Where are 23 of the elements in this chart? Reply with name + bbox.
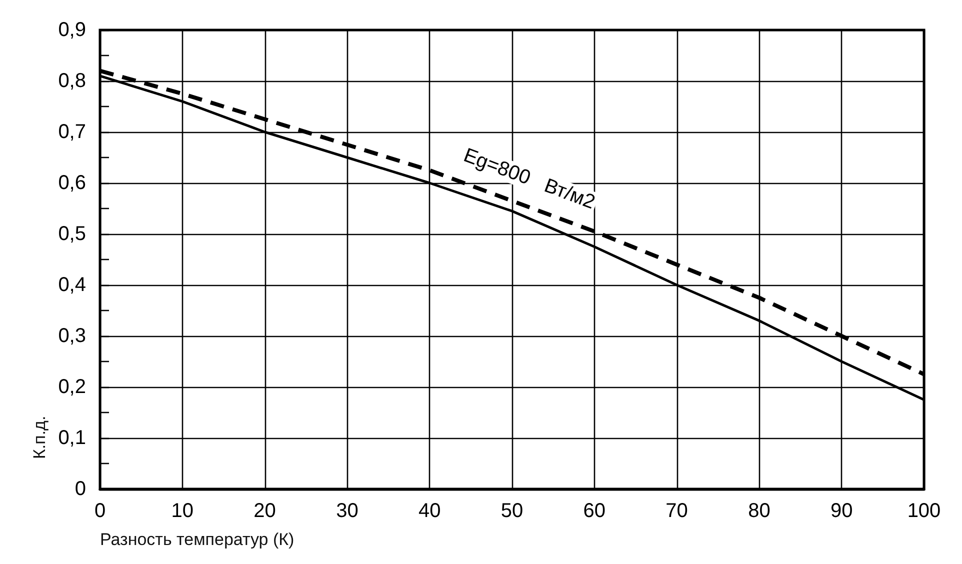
y-tick-label: 0 <box>74 478 86 500</box>
x-tick-label: 40 <box>418 500 441 522</box>
x-tick-label: 20 <box>254 500 276 522</box>
x-tick-label: 80 <box>748 500 770 522</box>
x-tick-label: 10 <box>171 500 194 522</box>
y-axis-title: К.п.д. <box>30 416 49 459</box>
x-axis-title: Разность температур (К) <box>100 530 294 549</box>
y-tick-label: 0,9 <box>58 19 86 41</box>
x-tick-label: 50 <box>500 500 524 522</box>
x-tick-label: 30 <box>336 500 358 522</box>
y-tick-label: 0,4 <box>58 274 86 296</box>
y-tick-label: 0,1 <box>58 427 86 449</box>
y-tick-label: 0,3 <box>58 325 86 347</box>
y-tick-label: 0,8 <box>58 70 86 92</box>
y-tick-label: 0,6 <box>58 172 86 194</box>
y-tick-label: 0,7 <box>58 121 86 143</box>
x-tick-label: 100 <box>907 500 941 522</box>
x-tick-label: 70 <box>666 500 688 522</box>
x-tick-label: 60 <box>583 500 606 522</box>
x-tick-label: 0 <box>94 500 106 522</box>
y-tick-label: 0,2 <box>58 376 86 398</box>
y-tick-label: 0,5 <box>58 223 86 245</box>
x-tick-label: 90 <box>830 500 853 522</box>
